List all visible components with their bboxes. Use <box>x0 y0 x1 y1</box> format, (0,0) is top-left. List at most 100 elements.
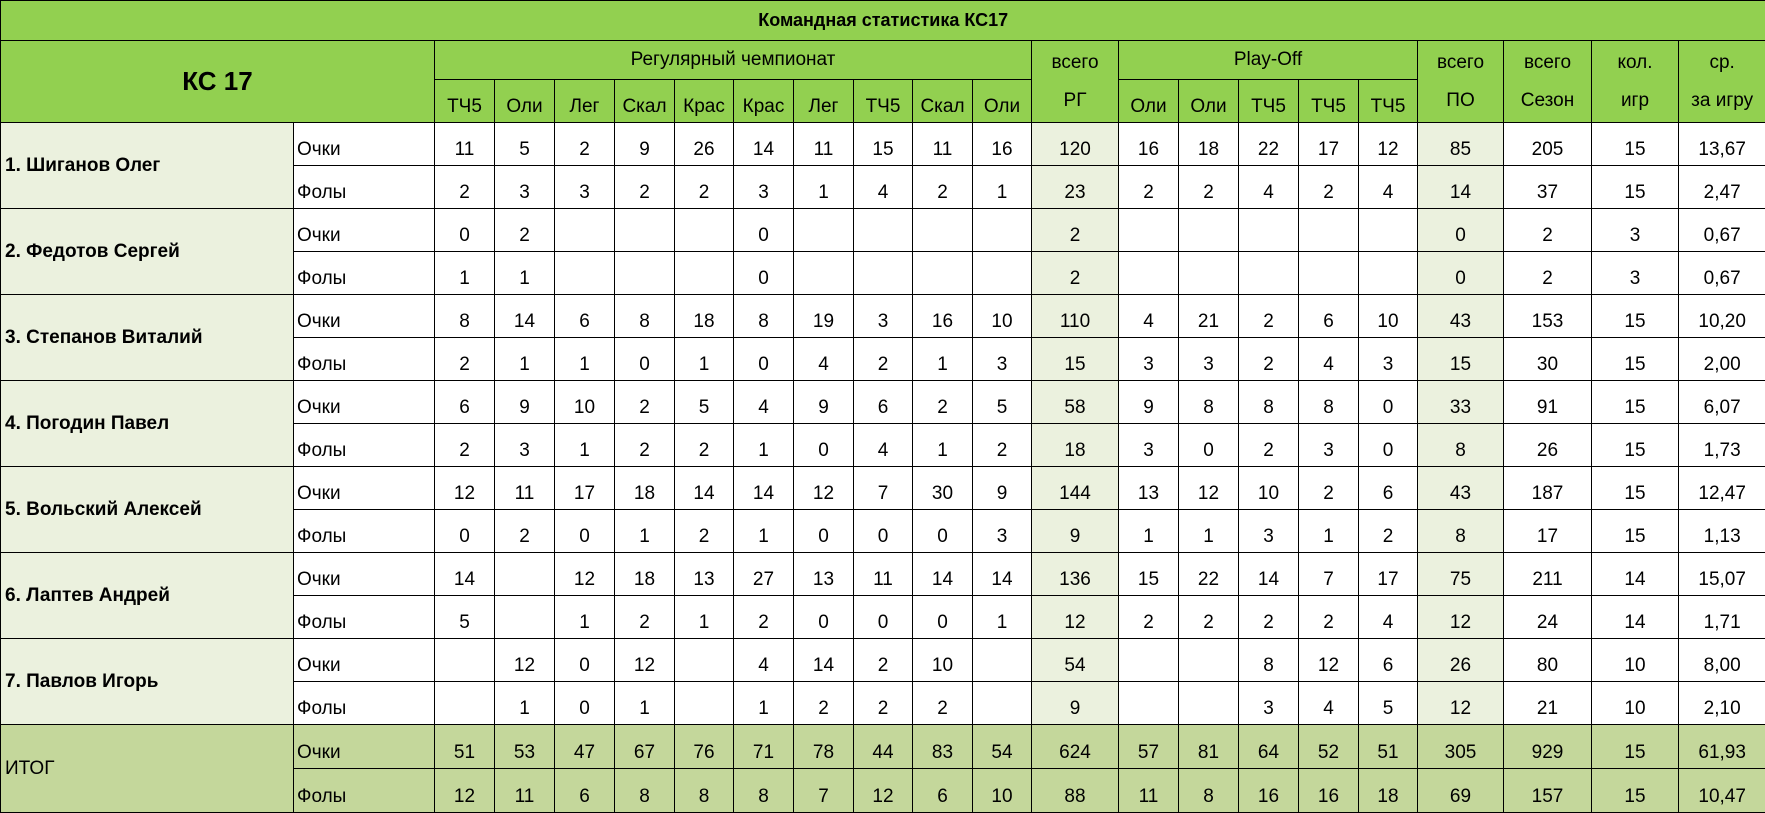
value-cell: 0 <box>1359 381 1418 424</box>
value-cell: 8 <box>615 295 675 338</box>
value-cell: 2 <box>854 639 913 682</box>
value-cell: 6 <box>555 769 615 813</box>
value-cell: 8 <box>1179 381 1239 424</box>
value-cell: 0 <box>435 510 495 553</box>
value-cell: 13,67 <box>1679 123 1765 166</box>
value-cell: 2 <box>1359 510 1418 553</box>
value-cell: 7 <box>854 467 913 510</box>
value-cell: 78 <box>794 725 854 769</box>
value-cell: 12 <box>495 639 555 682</box>
value-cell: 153 <box>1504 295 1592 338</box>
player-name: 4. Погодин Павел <box>1 381 294 467</box>
column-header: ТЧ5 <box>1239 80 1299 123</box>
value-cell: 10 <box>913 639 973 682</box>
value-cell: 12 <box>435 769 495 813</box>
total-name: ИТОГ <box>1 725 294 813</box>
player-name: 6. Лаптев Андрей <box>1 553 294 639</box>
value-cell: 17 <box>1504 510 1592 553</box>
value-cell: 16 <box>1239 769 1299 813</box>
value-cell <box>675 209 734 252</box>
value-cell: 43 <box>1418 467 1504 510</box>
value-cell: 80 <box>1504 639 1592 682</box>
header-line: кол. <box>1592 52 1678 74</box>
value-cell <box>794 252 854 295</box>
value-cell: 11 <box>1119 769 1179 813</box>
value-cell: 1,73 <box>1679 424 1765 467</box>
value-cell <box>1119 209 1179 252</box>
value-cell: 2 <box>854 682 913 725</box>
value-cell: 16 <box>913 295 973 338</box>
value-cell: 2 <box>1239 424 1299 467</box>
row-label: Фолы <box>294 252 435 295</box>
value-cell: 21 <box>1179 295 1239 338</box>
value-cell: 2 <box>615 596 675 639</box>
value-cell: 2 <box>1119 166 1179 209</box>
column-header: Лег <box>794 80 854 123</box>
column-header: Оли <box>1179 80 1239 123</box>
value-cell: 2 <box>435 166 495 209</box>
column-header: Оли <box>495 80 555 123</box>
value-cell: 2 <box>435 424 495 467</box>
value-cell: 1 <box>555 338 615 381</box>
value-cell: 8 <box>435 295 495 338</box>
value-cell: 3 <box>1359 338 1418 381</box>
value-cell: 9 <box>973 467 1032 510</box>
value-cell: 2 <box>495 510 555 553</box>
value-cell: 17 <box>1299 123 1359 166</box>
value-cell: 14 <box>1592 596 1679 639</box>
value-cell: 11 <box>794 123 854 166</box>
header-line: всего <box>1032 52 1118 74</box>
value-cell <box>1239 209 1299 252</box>
value-cell: 4 <box>1299 682 1359 725</box>
value-cell: 15 <box>1119 553 1179 596</box>
header-line: всего <box>1504 52 1591 74</box>
value-cell: 18 <box>615 467 675 510</box>
value-cell <box>973 252 1032 295</box>
value-cell <box>1119 639 1179 682</box>
row-label: Очки <box>294 553 435 596</box>
value-cell: 0 <box>734 209 794 252</box>
value-cell: 14 <box>1418 166 1504 209</box>
value-cell: 22 <box>1239 123 1299 166</box>
value-cell: 187 <box>1504 467 1592 510</box>
value-cell: 1 <box>435 252 495 295</box>
value-cell: 2 <box>973 424 1032 467</box>
value-cell: 929 <box>1504 725 1592 769</box>
value-cell: 6 <box>854 381 913 424</box>
value-cell: 1 <box>615 682 675 725</box>
value-cell: 15 <box>854 123 913 166</box>
value-cell: 3 <box>495 424 555 467</box>
value-cell: 4 <box>1239 166 1299 209</box>
value-cell: 11 <box>495 769 555 813</box>
value-cell: 0 <box>615 338 675 381</box>
value-cell: 1 <box>913 424 973 467</box>
value-cell: 1 <box>675 338 734 381</box>
value-cell: 8 <box>1418 424 1504 467</box>
value-cell: 11 <box>913 123 973 166</box>
value-cell: 1 <box>1119 510 1179 553</box>
group-header: Регулярный чемпионат <box>435 41 1032 80</box>
summary-header: кол.игр <box>1592 41 1679 123</box>
value-cell: 10 <box>1359 295 1418 338</box>
value-cell: 81 <box>1179 725 1239 769</box>
value-cell: 18 <box>675 295 734 338</box>
value-cell: 0 <box>555 639 615 682</box>
player-name: 1. Шиганов Олег <box>1 123 294 209</box>
value-cell: 15 <box>1592 338 1679 381</box>
column-header: ТЧ5 <box>435 80 495 123</box>
value-cell: 12 <box>1299 639 1359 682</box>
value-cell: 17 <box>1359 553 1418 596</box>
value-cell: 9 <box>1119 381 1179 424</box>
value-cell: 2 <box>615 166 675 209</box>
value-cell: 12 <box>555 553 615 596</box>
value-cell: 14 <box>495 295 555 338</box>
summary-header: ср.за игру <box>1679 41 1765 123</box>
value-cell: 13 <box>794 553 854 596</box>
value-cell: 8 <box>1239 639 1299 682</box>
